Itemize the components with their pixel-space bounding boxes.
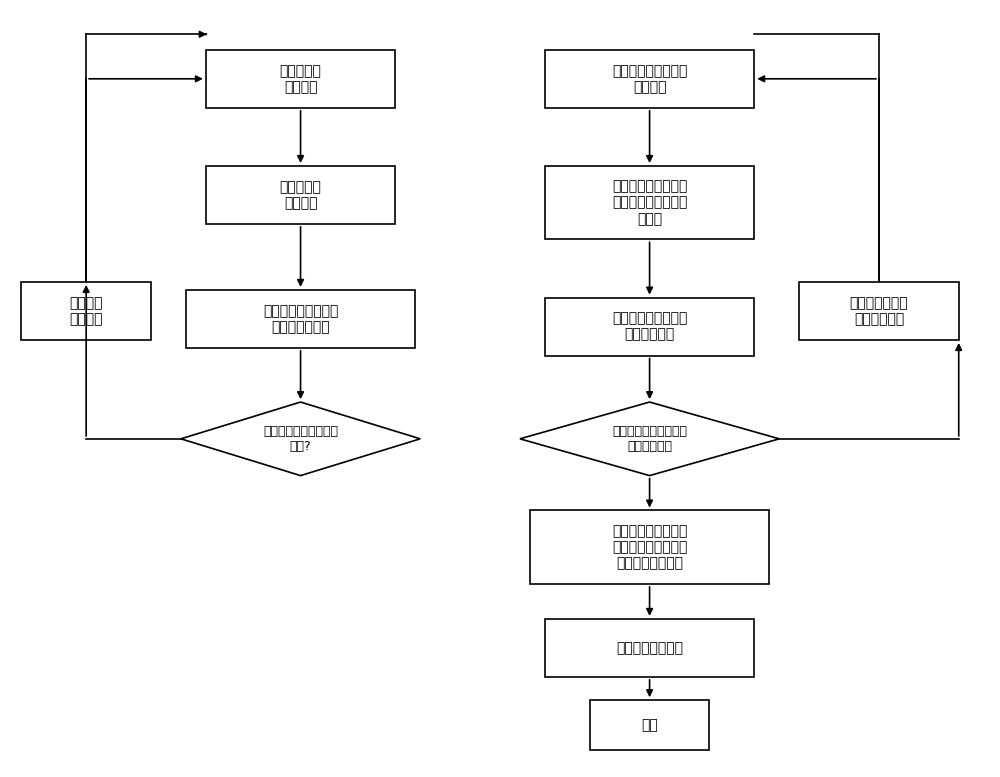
Text: 检查出现
误差原因: 检查出现 误差原因 bbox=[69, 296, 103, 326]
FancyBboxPatch shape bbox=[590, 700, 709, 751]
Text: 读取有限元
载荷文件: 读取有限元 载荷文件 bbox=[280, 64, 321, 94]
Text: 结束: 结束 bbox=[641, 718, 658, 732]
Text: 计算每一个胶布带的
实际承载大小以及载
荷处理前后误差值: 计算每一个胶布带的 实际承载大小以及载 荷处理前后误差值 bbox=[612, 524, 687, 570]
FancyBboxPatch shape bbox=[545, 166, 754, 239]
Text: 统计每个肋前后合力
点载荷最大值: 统计每个肋前后合力 点载荷最大值 bbox=[612, 312, 687, 342]
FancyBboxPatch shape bbox=[545, 50, 754, 108]
FancyBboxPatch shape bbox=[186, 290, 415, 348]
Polygon shape bbox=[181, 402, 420, 476]
FancyBboxPatch shape bbox=[206, 166, 395, 224]
Text: 是否大于该合力点的允
许最大载荷值: 是否大于该合力点的允 许最大载荷值 bbox=[612, 425, 687, 453]
FancyBboxPatch shape bbox=[545, 298, 754, 356]
Text: 读取每个肋的前后合
力点位置: 读取每个肋的前后合 力点位置 bbox=[612, 64, 687, 94]
Text: 对超载的合力点
位置进行调整: 对超载的合力点 位置进行调整 bbox=[850, 296, 908, 326]
FancyBboxPatch shape bbox=[545, 618, 754, 677]
FancyBboxPatch shape bbox=[206, 50, 395, 108]
Text: 是否与任务书的载荷值
一致?: 是否与任务书的载荷值 一致? bbox=[263, 425, 338, 453]
FancyBboxPatch shape bbox=[530, 510, 769, 584]
Text: 分别计算每一个工况
的每个肋的前后合力
点载荷: 分别计算每一个工况 的每个肋的前后合力 点载荷 bbox=[612, 179, 687, 226]
Polygon shape bbox=[520, 402, 779, 476]
FancyBboxPatch shape bbox=[799, 282, 959, 340]
Text: 按照工况计算机翼的
总载荷及弯矩值: 按照工况计算机翼的 总载荷及弯矩值 bbox=[263, 304, 338, 334]
Text: 输出载荷处理结果: 输出载荷处理结果 bbox=[616, 641, 683, 655]
FancyBboxPatch shape bbox=[21, 282, 151, 340]
Text: 读取有限元
坐标文件: 读取有限元 坐标文件 bbox=[280, 179, 321, 210]
